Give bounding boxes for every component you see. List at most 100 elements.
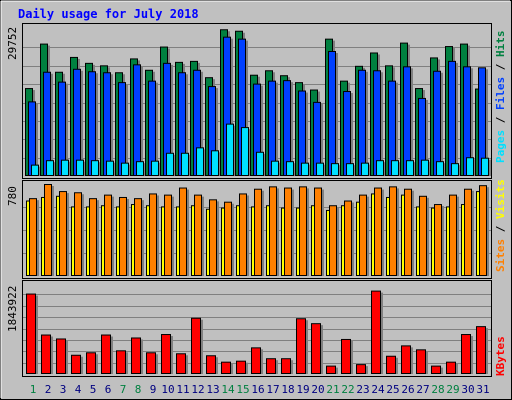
sites-bar bbox=[479, 185, 487, 276]
kbytes-bar bbox=[26, 293, 36, 375]
legend-sep-3: / bbox=[494, 219, 507, 239]
kbytes-bar bbox=[131, 337, 141, 374]
files-bar bbox=[103, 72, 111, 176]
x-day-label: 12 bbox=[191, 383, 204, 396]
pages-bar bbox=[286, 161, 294, 176]
x-day-label: 5 bbox=[90, 383, 97, 396]
x-day-label: 20 bbox=[311, 383, 324, 396]
pages-bar bbox=[451, 163, 459, 177]
pages-bar bbox=[376, 160, 384, 177]
x-day-label: 19 bbox=[296, 383, 309, 396]
bottom-ymax-label: 1843922 bbox=[6, 286, 19, 332]
sites-bar bbox=[419, 195, 427, 277]
kbytes-bar bbox=[56, 338, 66, 374]
legend-sep-2: / bbox=[494, 57, 507, 77]
sites-bar bbox=[389, 186, 397, 277]
bar-marks bbox=[25, 29, 491, 375]
kbytes-bar bbox=[206, 355, 216, 374]
pages-bar bbox=[256, 151, 264, 176]
pages-bar bbox=[121, 162, 129, 176]
sites-bar bbox=[104, 194, 112, 276]
sites-bar bbox=[209, 199, 217, 276]
files-bar bbox=[433, 70, 441, 176]
middle-legend: Sites / Visits bbox=[494, 179, 507, 272]
pages-bar bbox=[436, 161, 444, 176]
sites-bar bbox=[29, 198, 37, 276]
pages-bar bbox=[31, 164, 39, 177]
kbytes-bar bbox=[86, 352, 96, 374]
x-day-label: 11 bbox=[176, 383, 189, 396]
pages-bar bbox=[91, 160, 99, 177]
pages-bar bbox=[271, 160, 279, 176]
x-day-label: 31 bbox=[476, 383, 489, 396]
sites-bar bbox=[164, 194, 172, 276]
kbytes-bar bbox=[41, 334, 51, 375]
pages-bar bbox=[301, 162, 309, 176]
x-day-label: 8 bbox=[135, 383, 142, 396]
sites-bar bbox=[119, 196, 127, 277]
x-day-label: 3 bbox=[60, 383, 67, 396]
sites-bar bbox=[134, 198, 142, 276]
sites-bar bbox=[284, 187, 292, 277]
files-bar bbox=[133, 64, 141, 176]
sites-bar bbox=[224, 201, 232, 276]
files-bar bbox=[358, 69, 366, 176]
x-axis-labels: 1 2 3 4 5 6 7 8 9 10 11 12 13 14 15 16 17 18 19 20 21 22 23 24 2… bbox=[30, 383, 490, 396]
files-bar bbox=[448, 60, 456, 176]
sites-bar bbox=[194, 194, 202, 276]
kbytes-bar bbox=[356, 364, 366, 374]
x-day-label: 7 bbox=[120, 383, 127, 396]
sites-bar bbox=[374, 187, 382, 277]
x-day-label: 17 bbox=[266, 383, 279, 396]
legend-files: Files bbox=[494, 77, 507, 110]
sites-bar bbox=[239, 193, 247, 276]
top-legend: Pages / Files / Hits bbox=[494, 31, 507, 164]
pages-bar bbox=[211, 150, 219, 176]
pages-bar bbox=[421, 159, 429, 177]
kbytes-bar bbox=[176, 353, 186, 374]
sites-bar bbox=[449, 194, 457, 276]
legend-sep-1: / bbox=[494, 110, 507, 130]
kbytes-bar bbox=[266, 358, 276, 375]
pages-bar bbox=[181, 152, 189, 176]
sites-bar bbox=[149, 193, 157, 276]
x-day-label: 22 bbox=[341, 383, 354, 396]
kbytes-bar bbox=[326, 365, 336, 374]
x-day-label: 2 bbox=[45, 383, 52, 396]
pages-bar bbox=[346, 163, 354, 177]
x-day-label: 27 bbox=[416, 383, 429, 396]
x-day-label: 4 bbox=[75, 383, 82, 396]
x-day-label: 26 bbox=[401, 383, 414, 396]
kbytes-bar bbox=[71, 354, 81, 375]
files-bar bbox=[403, 66, 411, 176]
files-bar bbox=[73, 68, 81, 176]
files-bar bbox=[328, 50, 336, 177]
legend-visits: Visits bbox=[494, 179, 507, 219]
pages-bar bbox=[391, 160, 399, 177]
kbytes-bar bbox=[146, 352, 156, 374]
kbytes-bar bbox=[476, 326, 486, 374]
pages-bar bbox=[166, 152, 174, 176]
x-day-label: 29 bbox=[446, 383, 459, 396]
sites-bar bbox=[59, 191, 67, 276]
x-day-label: 1 bbox=[30, 383, 37, 396]
pages-bar bbox=[241, 127, 249, 176]
x-day-label: 24 bbox=[371, 383, 385, 396]
sites-bar bbox=[344, 200, 352, 276]
x-day-label: 16 bbox=[251, 383, 264, 396]
files-bar bbox=[343, 91, 351, 176]
pages-bar bbox=[316, 162, 324, 176]
x-day-label: 18 bbox=[281, 383, 294, 396]
x-day-label: 28 bbox=[431, 383, 444, 396]
sites-bar bbox=[434, 204, 442, 276]
sites-bar bbox=[254, 188, 262, 276]
kbytes-bar bbox=[236, 360, 246, 374]
pages-bar bbox=[46, 160, 54, 177]
kbytes-bar bbox=[311, 323, 321, 374]
x-day-label: 15 bbox=[236, 383, 249, 396]
legend-kbytes: KBytes bbox=[494, 336, 507, 376]
sites-bar bbox=[359, 194, 367, 276]
sites-bar bbox=[179, 187, 187, 277]
files-bar bbox=[28, 101, 36, 176]
pages-bar bbox=[196, 147, 204, 177]
